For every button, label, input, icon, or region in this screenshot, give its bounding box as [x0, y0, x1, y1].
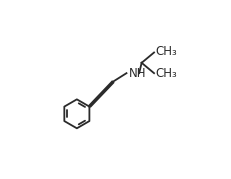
Text: CH₃: CH₃: [155, 67, 176, 80]
Text: NH: NH: [129, 67, 146, 80]
Text: CH₃: CH₃: [155, 45, 176, 58]
